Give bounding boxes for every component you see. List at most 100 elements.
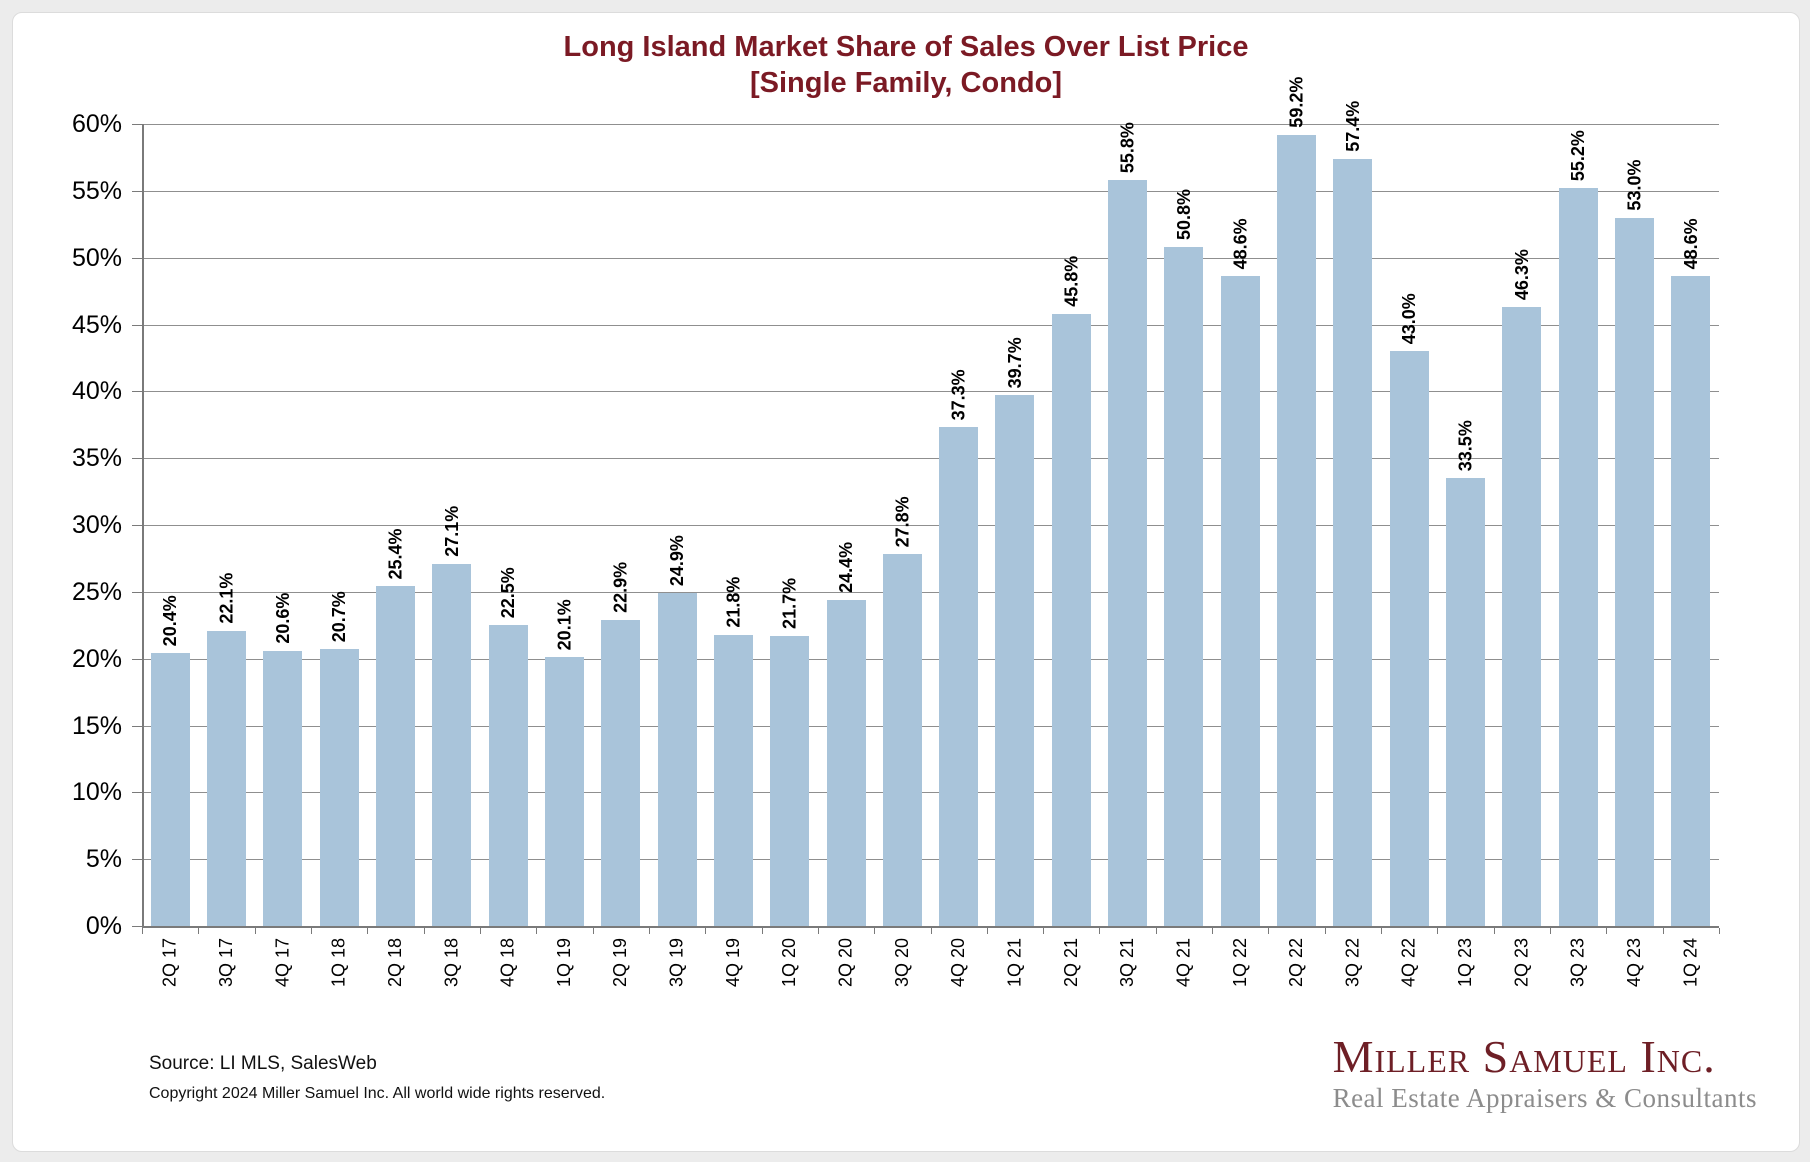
bar [1502,307,1542,926]
x-tick-label: 1Q 18 [328,938,349,988]
y-tick-mark [132,926,142,927]
bar-value-label: 48.6% [1680,218,1701,270]
chart-title-line1: Long Island Market Share of Sales Over L… [563,31,1249,63]
gridline [142,859,1719,861]
bar [1671,276,1711,926]
bar-value-label: 22.5% [498,567,519,619]
bar [263,650,303,926]
bar-value-label: 57.4% [1342,100,1363,152]
x-tick-label: 3Q 17 [215,938,236,988]
bar-value-label: 33.5% [1455,420,1476,472]
x-tick-label: 4Q 18 [497,938,518,988]
bar [1558,188,1598,926]
y-tick-label: 25% [71,577,122,606]
bar-value-label: 39.7% [1004,337,1025,389]
copyright-note: Copyright 2024 Miller Samuel Inc. All wo… [149,1085,606,1102]
company-logo: Miller Samuel Inc. Real Estate Appraiser… [1333,1031,1757,1113]
x-tick-mark [648,928,650,934]
x-tick-label: 3Q 20 [891,938,912,988]
x-tick-mark [198,928,200,934]
x-tick-mark [705,928,707,934]
bar-value-label: 20.1% [554,599,575,651]
x-tick-label: 1Q 22 [1229,938,1250,988]
x-tick-mark [1437,928,1439,934]
bar-value-label: 37.3% [948,369,969,421]
y-tick-mark [132,458,142,460]
x-tick-label: 1Q 24 [1680,938,1701,988]
bar-value-label: 45.8% [1061,255,1082,307]
x-tick-mark [1155,928,1157,934]
bar [601,619,641,926]
gridline [142,124,1719,125]
x-tick-label: 3Q 18 [441,938,462,988]
source-note: Source: LI MLS, SalesWeb [149,1053,377,1074]
bar [1220,276,1260,926]
y-tick-label: 0% [85,912,122,940]
x-tick-label: 2Q 21 [1060,938,1081,988]
bar-value-label: 21.7% [779,577,800,629]
y-tick-mark [132,257,142,259]
bar [432,563,472,926]
x-tick-label: 3Q 19 [666,938,687,988]
bar [1164,246,1204,926]
x-tick-label: 4Q 23 [1624,938,1645,988]
bar-value-label: 22.1% [216,572,237,624]
bar-value-label: 20.6% [272,592,293,644]
bar [995,395,1035,926]
logo-tagline: Real Estate Appraisers & Consultants [1332,1083,1757,1113]
x-tick-mark [254,928,256,934]
y-tick-label: 20% [71,644,122,673]
y-tick-mark [132,658,142,660]
bar-value-label: 27.1% [441,505,462,557]
bar-value-label: 55.8% [1117,122,1138,174]
y-tick-label: 50% [71,243,122,272]
bar-value-label: 59.2% [1286,76,1307,128]
y-tick-label: 55% [71,176,122,205]
bar-value-label: 24.9% [667,535,688,587]
x-tick-label: 3Q 23 [1567,938,1588,988]
gridline [142,190,1719,192]
gridline [142,324,1719,326]
y-tick-label: 45% [71,310,122,339]
bar-value-label: 25.4% [385,528,406,580]
bar [1277,134,1317,926]
x-tick-mark [1550,928,1552,934]
bar-value-label: 53.0% [1624,159,1645,211]
bar [488,625,528,926]
x-tick-label: 1Q 20 [779,938,800,988]
bar [657,593,697,926]
bar-value-label: 50.8% [1173,188,1194,240]
bar-value-label: 20.4% [160,595,181,647]
y-axis-line [142,124,144,928]
chart-card: Long Island Market Share of Sales Over L… [12,12,1800,1152]
y-tick-mark [132,792,142,794]
y-tick-mark [132,525,142,526]
gridline [142,391,1719,393]
y-tick-label: 5% [85,845,122,874]
x-tick-mark [874,928,876,934]
x-tick-mark [479,928,481,934]
x-tick-mark [536,928,538,934]
bar [319,649,359,926]
x-tick-mark [1606,928,1608,934]
x-tick-label: 1Q 23 [1455,938,1476,988]
gridline [142,658,1719,660]
bar-value-label: 21.8% [723,576,744,628]
x-tick-label: 2Q 23 [1511,938,1532,988]
gridline [142,525,1719,526]
x-tick-label: 1Q 19 [553,938,574,988]
plot-area: 0% 5% 10% 15% 20% 25% 30% 35% 40% 45% 50% 55% 60% 20.… [13,13,1799,1151]
x-tick-label: 4Q 20 [948,938,969,988]
y-tick-mark [132,124,142,125]
x-tick-mark [1099,928,1101,934]
bar-value-label: 22.9% [610,561,631,613]
gridline [142,591,1719,593]
x-tick-mark [817,928,819,934]
bar [150,653,190,926]
bar [544,657,584,926]
x-tick-mark [1493,928,1495,934]
x-tick-mark [1043,928,1045,934]
bar-value-label: 27.8% [892,496,913,548]
bar [375,586,415,926]
y-tick-mark [132,725,142,727]
